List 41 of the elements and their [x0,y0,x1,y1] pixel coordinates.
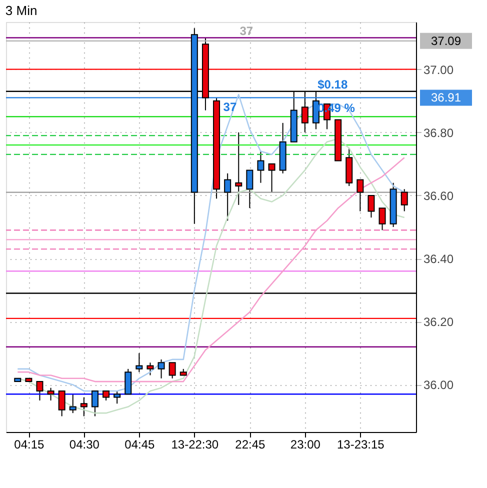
candlestick [246,170,254,209]
y-tick-label: 36.00 [424,378,454,392]
candlestick [102,390,110,401]
y-tick-label: 36.60 [424,188,454,203]
y-tick-label: 36.40 [424,252,454,266]
candlestick [235,132,242,206]
x-tick-label: 04:45 [124,438,156,452]
x-tick-label: 04:15 [14,438,45,452]
candlestick [400,188,408,212]
candlestick [47,387,54,401]
candlestick [91,390,98,417]
y-tick-label: 36.80 [424,126,454,140]
y-tick-label: 37.00 [424,62,454,77]
candlestick [124,368,132,395]
candlestick [80,396,88,417]
chart-title: 3 Min [5,3,38,18]
y-tick-label: 36.20 [424,315,454,330]
candlestick [257,150,264,184]
x-tick-label: 04:30 [69,438,100,452]
x-tick-label: 13-23:15 [336,438,385,452]
ref-line-label: 36.91 [430,90,462,105]
candlestick [378,208,386,231]
candlestick [36,381,44,401]
ref-line-label: 37.09 [430,34,462,48]
annotation: 37 [240,24,254,38]
annotation: 37 [223,100,237,114]
candlestick [69,394,76,414]
annotation: $0.18 [318,77,348,92]
candlestick [368,194,375,218]
candlestick [58,390,66,417]
candlestick [224,172,232,222]
candlestick [168,362,176,379]
candlestick [136,352,143,373]
candlestick [268,163,276,193]
candlestick [356,179,364,212]
x-tick-label: 22:45 [235,438,266,452]
x-tick-label: 23:00 [290,438,321,452]
candlestick [146,362,154,376]
x-tick-label: 13-22:30 [171,438,219,452]
candlestick [114,390,121,404]
candlestick [158,358,165,379]
